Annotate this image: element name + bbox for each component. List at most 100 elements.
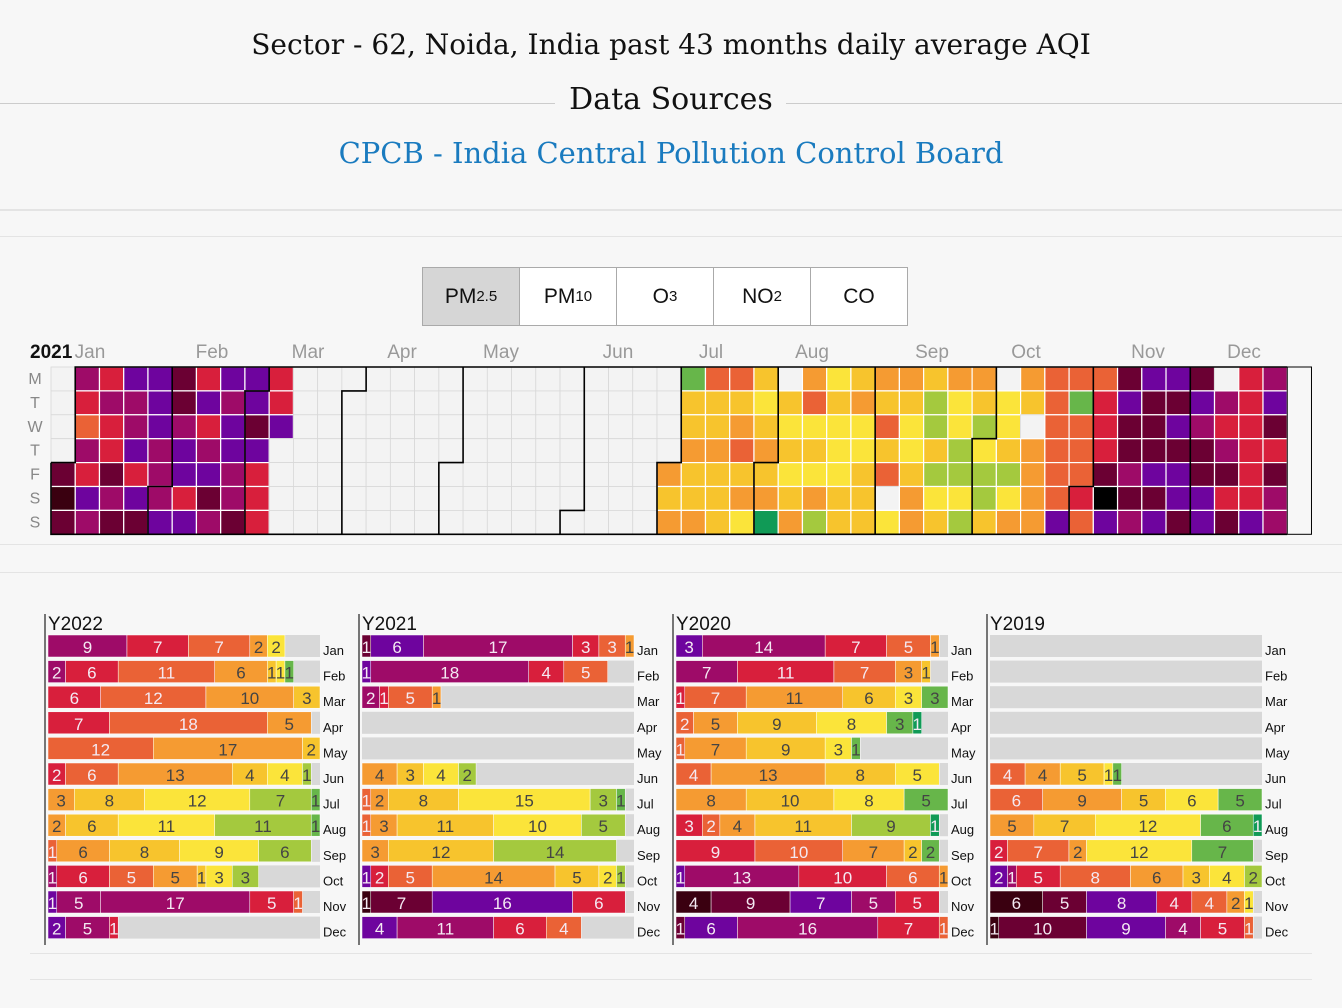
heatmap-day-cell — [923, 390, 949, 416]
segment-day-count: 2 — [366, 689, 375, 708]
heatmap-day-cell — [268, 366, 295, 392]
heatmap-day-cell — [171, 390, 198, 416]
heatmap-day-cell — [1020, 414, 1046, 440]
heatmap-day-cell — [729, 438, 755, 464]
segment-day-count: 4 — [1222, 868, 1231, 887]
heatmap-day-cell — [729, 462, 755, 488]
heatmap-day-cell — [680, 509, 707, 535]
segment-day-count: 3 — [895, 715, 904, 734]
heatmap-day-cell — [729, 509, 755, 535]
heatmap-day-cell — [50, 462, 76, 488]
month-label: Dec — [323, 925, 347, 940]
divider — [0, 544, 1342, 545]
month-bar-segment — [895, 762, 940, 786]
tab-pm10[interactable]: PM 10 — [519, 267, 617, 326]
segment-day-count: 5 — [1007, 817, 1016, 836]
month-label: Jun — [323, 771, 344, 786]
heatmap-day-cell — [1044, 414, 1070, 440]
segment-day-count: 11 — [794, 817, 812, 836]
heatmap-day-cell — [1116, 390, 1143, 416]
heatmap-day-cell — [147, 485, 173, 511]
segment-day-count: 4 — [436, 766, 445, 785]
segment-day-count: 7 — [397, 894, 406, 913]
heatmap-day-cell — [559, 414, 585, 440]
heatmap-day-cell — [971, 438, 997, 464]
segment-day-count: 7 — [74, 715, 83, 734]
segment-day-count: 3 — [930, 689, 939, 708]
tab-no2[interactable]: NO 2 — [713, 267, 811, 326]
heatmap-day-cell — [632, 390, 658, 416]
segment-day-count: 4 — [1038, 766, 1047, 785]
heatmap-day-cell — [753, 390, 779, 416]
heatmap-day-cell — [1189, 390, 1216, 416]
heatmap-day-cell — [438, 390, 464, 416]
heatmap-day-cell — [898, 438, 925, 464]
heatmap-day-cell — [1044, 366, 1070, 392]
segment-day-count: 8 — [856, 766, 865, 785]
heatmap-day-cell — [341, 486, 367, 511]
tab-co[interactable]: CO — [810, 267, 908, 326]
heatmap-day-cell — [511, 390, 537, 416]
heatmap-day-cell — [1141, 485, 1167, 511]
heatmap-day-cell — [438, 509, 464, 535]
heatmap-day-cell — [462, 414, 488, 440]
month-label: May — [483, 342, 519, 363]
month-bar-segment — [581, 813, 626, 837]
month-label: Feb — [196, 342, 229, 363]
heatmap-day-cell — [1068, 509, 1094, 535]
segment-day-count: 9 — [781, 740, 790, 759]
heatmap-day-cell — [1116, 438, 1143, 464]
cpcb-source-link[interactable]: CPCB - India Central Pollution Control B… — [338, 136, 1004, 170]
month-bar-segment — [1244, 890, 1254, 914]
month-bar-segment — [921, 660, 931, 683]
segment-day-count: 1 — [990, 920, 999, 939]
heatmap-day-cell — [1116, 485, 1143, 511]
heatmap-day-cell — [292, 390, 319, 416]
heatmap-day-cell — [1262, 462, 1288, 488]
heatmap-day-cell — [995, 485, 1022, 511]
segment-day-count: 13 — [732, 868, 751, 887]
segment-day-count: 5 — [1218, 920, 1227, 939]
month-label: Feb — [951, 669, 973, 684]
segment-day-count: 3 — [241, 868, 250, 887]
heatmap-day-cell — [923, 462, 949, 488]
heatmap-day-cell — [729, 414, 755, 440]
heatmap-day-cell — [389, 509, 415, 535]
heatmap-day-cell — [632, 509, 658, 535]
segment-day-count: 9 — [746, 894, 755, 913]
heatmap-day-cell — [244, 438, 270, 464]
weekday-label: S — [30, 514, 41, 531]
segment-day-count: 2 — [52, 920, 61, 939]
heatmap-day-cell — [1262, 414, 1288, 440]
heatmap-day-cell — [414, 414, 440, 440]
heatmap-day-cell — [850, 438, 876, 464]
month-bar-background — [362, 737, 634, 760]
segment-day-count: 1 — [676, 689, 685, 708]
month-label: Oct — [1265, 873, 1286, 888]
month-label: May — [951, 745, 976, 760]
heatmap-day-cell — [1092, 509, 1119, 535]
year-panel-title: Y2019 — [990, 614, 1045, 635]
tab-pm25[interactable]: PM 2.5 — [422, 267, 520, 326]
heatmap-day-cell — [583, 390, 609, 416]
segment-day-count: 12 — [188, 792, 207, 811]
heatmap-day-cell — [801, 414, 828, 440]
heatmap-day-cell — [365, 390, 391, 416]
heatmap-day-cell — [486, 414, 512, 440]
heatmap-day-cell — [50, 509, 76, 535]
heatmap-day-cell — [680, 390, 707, 416]
segment-day-count: 3 — [214, 868, 223, 887]
segment-day-count: 4 — [733, 817, 742, 836]
heatmap-day-cell — [50, 438, 76, 463]
segment-day-count: 7 — [702, 664, 711, 683]
heatmap-day-cell — [292, 414, 319, 440]
heatmap-day-cell — [874, 390, 900, 416]
month-bar-segment — [1244, 916, 1254, 939]
heatmap-day-cell — [1165, 390, 1191, 416]
tab-label: NO — [742, 284, 774, 308]
heatmap-day-cell — [1189, 485, 1216, 511]
segment-day-count: 4 — [1205, 894, 1214, 913]
segment-day-count: 1 — [362, 638, 371, 657]
segment-day-count: 3 — [599, 792, 608, 811]
